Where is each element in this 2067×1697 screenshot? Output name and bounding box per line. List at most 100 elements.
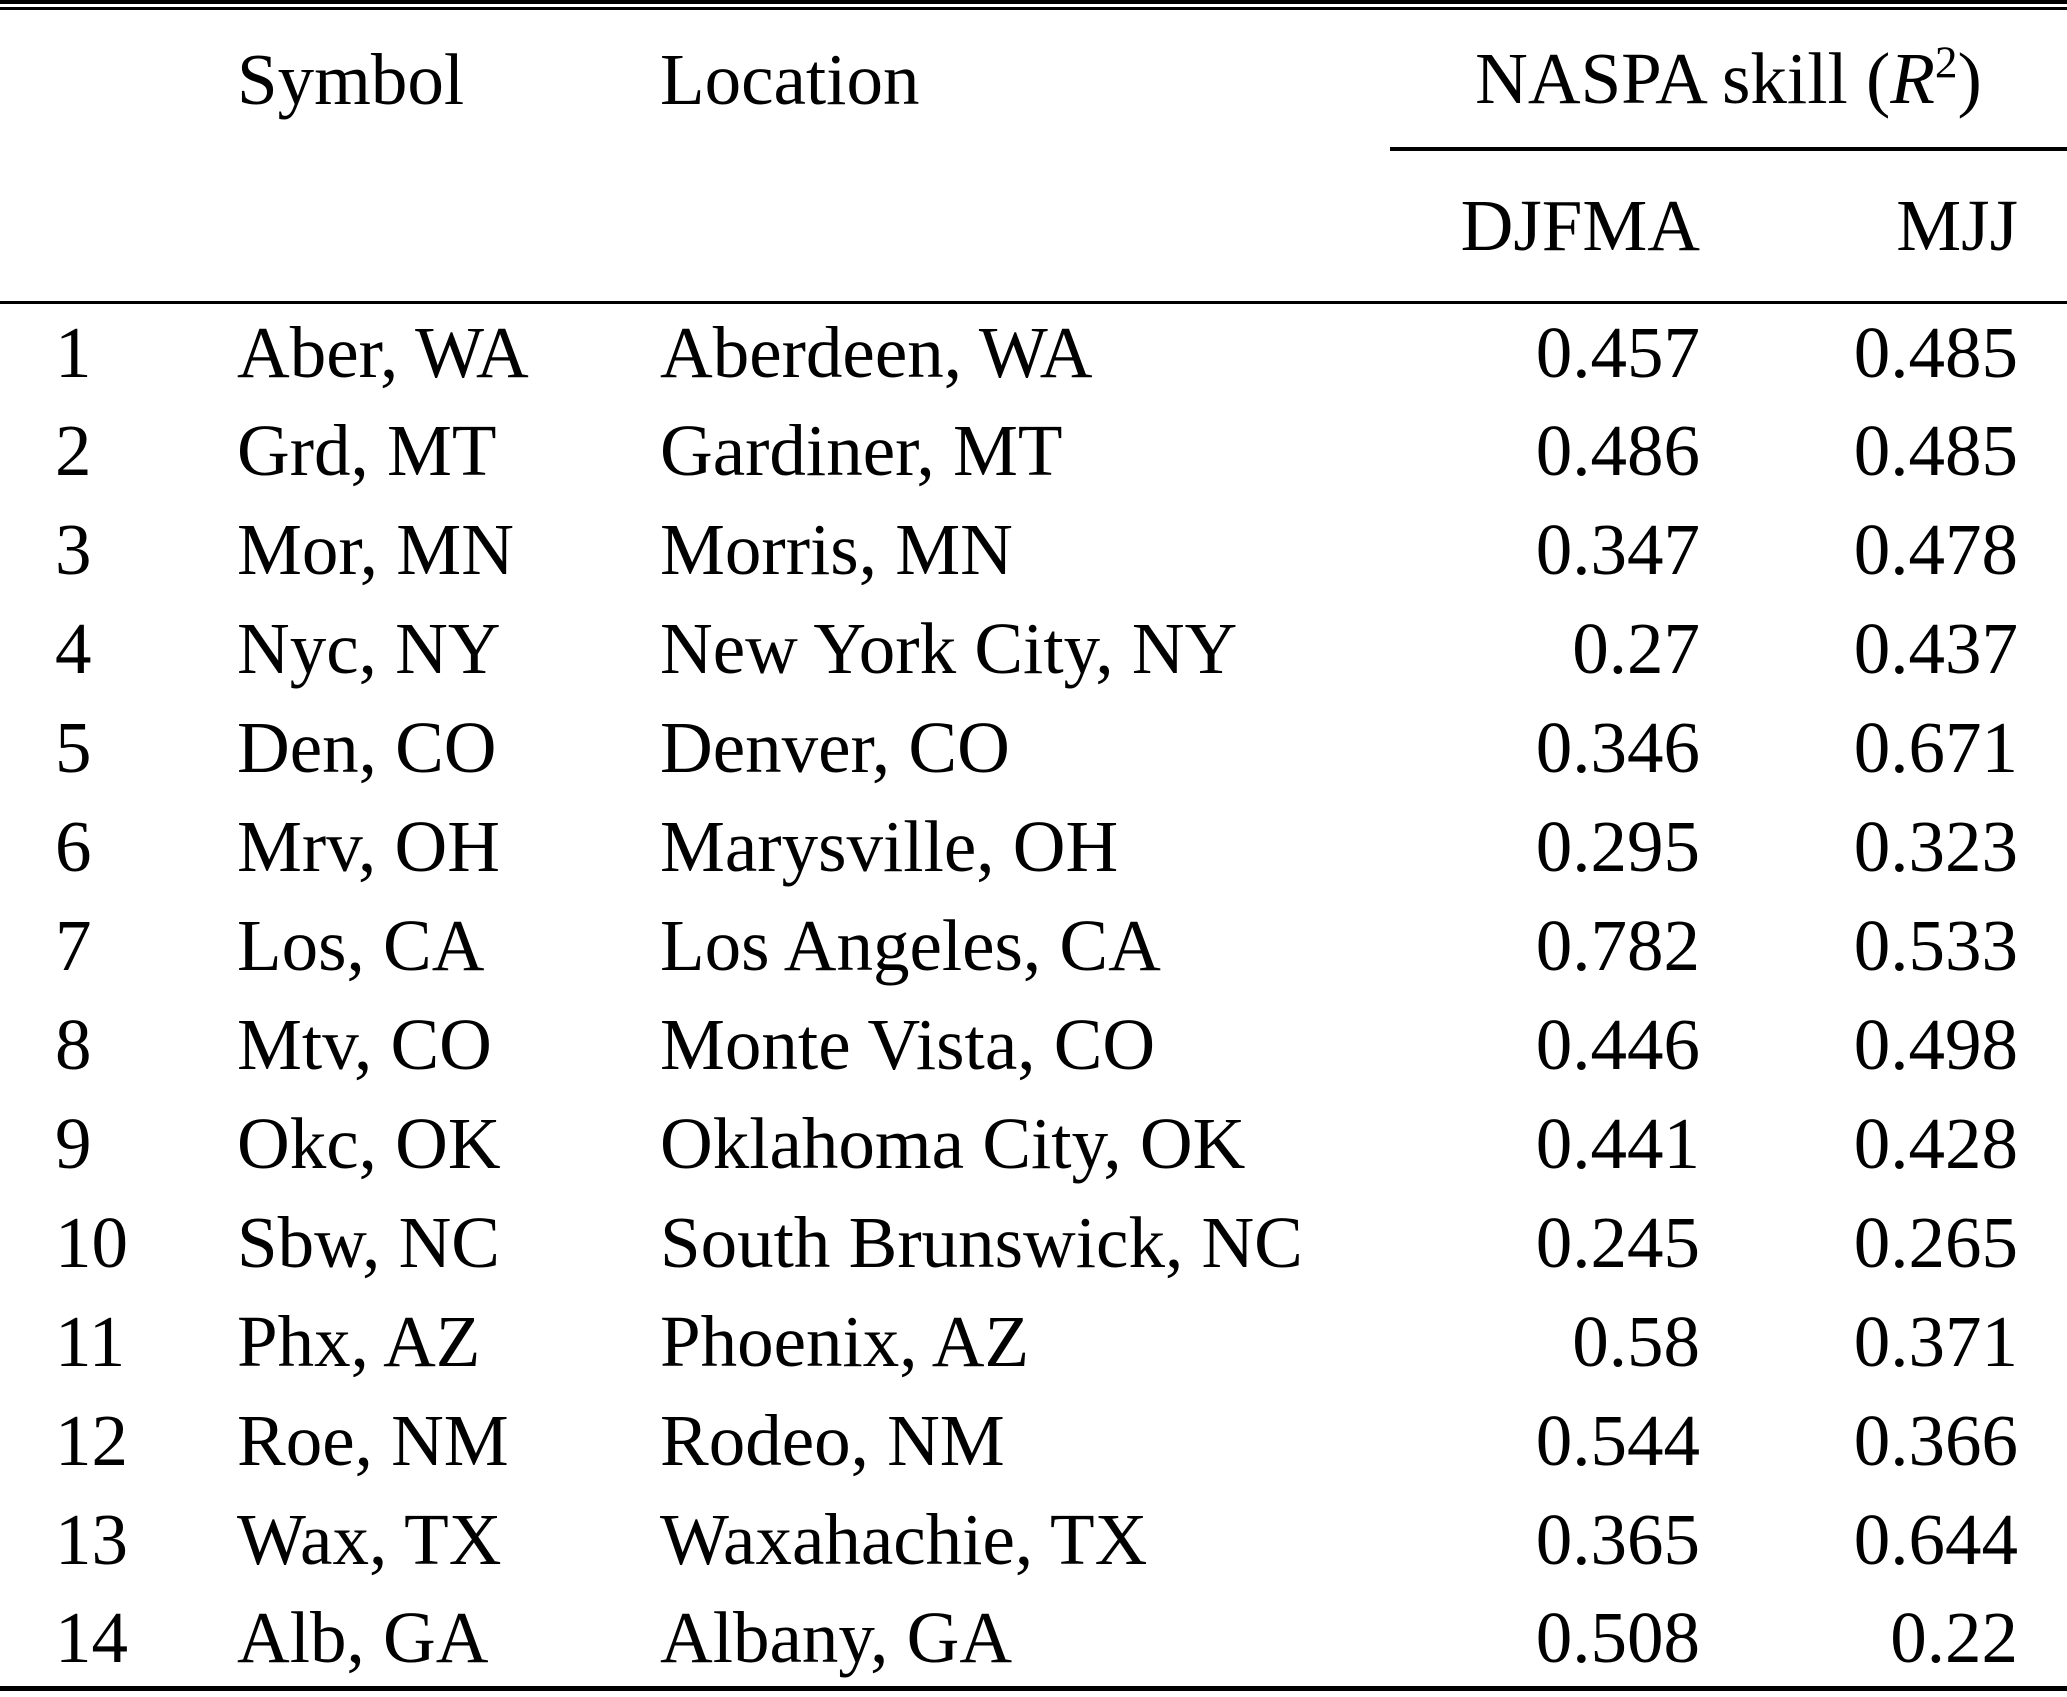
row-number-cell: 6	[55, 806, 92, 887]
location-cell: Los Angeles, CA	[660, 905, 1161, 986]
location-cell: Waxahachie, TX	[660, 1499, 1148, 1580]
naspa-label-suffix: )	[1957, 38, 1982, 119]
mjj-value-cell: 0.644	[1853, 1499, 2018, 1580]
header-group-row: Symbol Location NASPA skill (R2)	[0, 10, 2067, 151]
mjj-value-cell: 0.428	[1853, 1103, 2018, 1184]
table-row: 5 Den, CO Denver, CO 0.346 0.671	[0, 698, 2067, 797]
mjj-value-cell: 0.671	[1853, 707, 2018, 788]
djfma-value-cell: 0.295	[1535, 806, 1700, 887]
row-number-cell: 4	[55, 608, 92, 689]
header-mjj: MJJ	[1715, 149, 2067, 304]
row-number-cell: 5	[55, 707, 92, 788]
header-location: Location	[660, 39, 920, 120]
table-top-rule	[0, 0, 2067, 10]
row-number-cell: 2	[55, 410, 92, 491]
table-row: 2 Grd, MT Gardiner, MT 0.486 0.485	[0, 401, 2067, 500]
symbol-cell: Alb, GA	[237, 1596, 489, 1678]
naspa-label-prefix: NASPA skill (	[1475, 38, 1891, 119]
mjj-value-cell: 0.371	[1853, 1301, 2018, 1382]
djfma-value-cell: 0.446	[1535, 1004, 1700, 1085]
djfma-value-cell: 0.486	[1535, 410, 1700, 491]
mjj-value-cell: 0.533	[1853, 905, 2018, 986]
row-number-cell: 14	[55, 1596, 128, 1678]
djfma-value-cell: 0.457	[1535, 311, 1700, 393]
djfma-value-cell: 0.365	[1535, 1499, 1700, 1580]
header-sub-row: DJFMA MJJ	[0, 149, 2067, 304]
location-cell: New York City, NY	[660, 608, 1238, 689]
symbol-cell: Los, CA	[237, 905, 485, 986]
row-number-cell: 11	[55, 1301, 126, 1382]
mjj-value-cell: 0.323	[1853, 806, 2018, 887]
djfma-value-cell: 0.27	[1572, 608, 1700, 689]
mjj-value-cell: 0.485	[1853, 311, 2018, 393]
symbol-cell: Grd, MT	[237, 410, 497, 491]
row-number-cell: 9	[55, 1103, 92, 1184]
mjj-value-cell: 0.478	[1853, 509, 2018, 590]
mjj-value-cell: 0.22	[1890, 1596, 2018, 1678]
table-row: 4 Nyc, NY New York City, NY 0.27 0.437	[0, 599, 2067, 698]
table-row: 3 Mor, MN Morris, MN 0.347 0.478	[0, 500, 2067, 599]
mjj-value-cell: 0.265	[1853, 1202, 2018, 1283]
symbol-cell: Aber, WA	[237, 311, 529, 393]
symbol-cell: Nyc, NY	[237, 608, 501, 689]
row-number-cell: 7	[55, 905, 92, 986]
header-naspa-skill: NASPA skill (R2)	[1390, 10, 2067, 151]
table-row: 11 Phx, AZ Phoenix, AZ 0.58 0.371	[0, 1292, 2067, 1391]
row-number-cell: 10	[55, 1202, 128, 1283]
row-number-cell: 12	[55, 1400, 128, 1481]
location-cell: Albany, GA	[660, 1596, 1013, 1678]
row-number-cell: 8	[55, 1004, 92, 1085]
location-cell: Denver, CO	[660, 707, 1010, 788]
table-body: 1 Aber, WA Aberdeen, WA 0.457 0.485 2 Gr…	[0, 302, 2067, 1688]
location-cell: Oklahoma City, OK	[660, 1103, 1246, 1184]
djfma-value-cell: 0.441	[1535, 1103, 1700, 1184]
mjj-value-cell: 0.437	[1853, 608, 2018, 689]
naspa-superscript-2: 2	[1934, 37, 1958, 88]
naspa-r-variable: R	[1890, 38, 1935, 119]
djfma-value-cell: 0.347	[1535, 509, 1700, 590]
symbol-cell: Mtv, CO	[237, 1004, 492, 1085]
table-row: 12 Roe, NM Rodeo, NM 0.544 0.366	[0, 1391, 2067, 1490]
table-row: 9 Okc, OK Oklahoma City, OK 0.441 0.428	[0, 1094, 2067, 1193]
subheader-blank-2	[237, 149, 660, 304]
djfma-value-cell: 0.782	[1535, 905, 1700, 986]
location-cell: Rodeo, NM	[660, 1400, 1005, 1481]
row-number-cell: 1	[55, 311, 92, 393]
table-row: 7 Los, CA Los Angeles, CA 0.782 0.533	[0, 896, 2067, 995]
location-cell: South Brunswick, NC	[660, 1202, 1303, 1283]
subheader-blank-1	[0, 149, 237, 304]
symbol-cell: Roe, NM	[237, 1400, 509, 1481]
location-cell: Aberdeen, WA	[660, 311, 1093, 393]
header-djfma: DJFMA	[1390, 149, 1715, 304]
djfma-value-cell: 0.508	[1535, 1596, 1700, 1678]
symbol-cell: Phx, AZ	[237, 1301, 481, 1382]
row-number-cell: 3	[55, 509, 92, 590]
location-cell: Monte Vista, CO	[660, 1004, 1156, 1085]
djfma-value-cell: 0.544	[1535, 1400, 1700, 1481]
symbol-cell: Mor, MN	[237, 509, 514, 590]
header-symbol: Symbol	[237, 39, 465, 120]
djfma-value-cell: 0.346	[1535, 707, 1700, 788]
naspa-skill-table: Symbol Location NASPA skill (R2) DJFMA M…	[0, 10, 2067, 1691]
djfma-value-cell: 0.58	[1572, 1301, 1700, 1382]
table-header: Symbol Location NASPA skill (R2) DJFMA M…	[0, 10, 2067, 304]
location-cell: Marysville, OH	[660, 806, 1119, 887]
mjj-value-cell: 0.498	[1853, 1004, 2018, 1085]
subheader-blank-3	[660, 149, 1390, 304]
symbol-cell: Sbw, NC	[237, 1202, 500, 1283]
location-cell: Phoenix, AZ	[660, 1301, 1030, 1382]
symbol-cell: Okc, OK	[237, 1103, 501, 1184]
table-row: 8 Mtv, CO Monte Vista, CO 0.446 0.498	[0, 995, 2067, 1094]
table-row: 10 Sbw, NC South Brunswick, NC 0.245 0.2…	[0, 1193, 2067, 1292]
symbol-cell: Mrv, OH	[237, 806, 500, 887]
header-blank	[0, 10, 237, 149]
table-row: 13 Wax, TX Waxahachie, TX 0.365 0.644	[0, 1490, 2067, 1589]
table-row: 14 Alb, GA Albany, GA 0.508 0.22	[0, 1589, 2067, 1688]
djfma-value-cell: 0.245	[1535, 1202, 1700, 1283]
symbol-cell: Wax, TX	[237, 1499, 502, 1580]
mjj-value-cell: 0.366	[1853, 1400, 2018, 1481]
row-number-cell: 13	[55, 1499, 128, 1580]
table-row: 1 Aber, WA Aberdeen, WA 0.457 0.485	[0, 302, 2067, 401]
location-cell: Morris, MN	[660, 509, 1013, 590]
